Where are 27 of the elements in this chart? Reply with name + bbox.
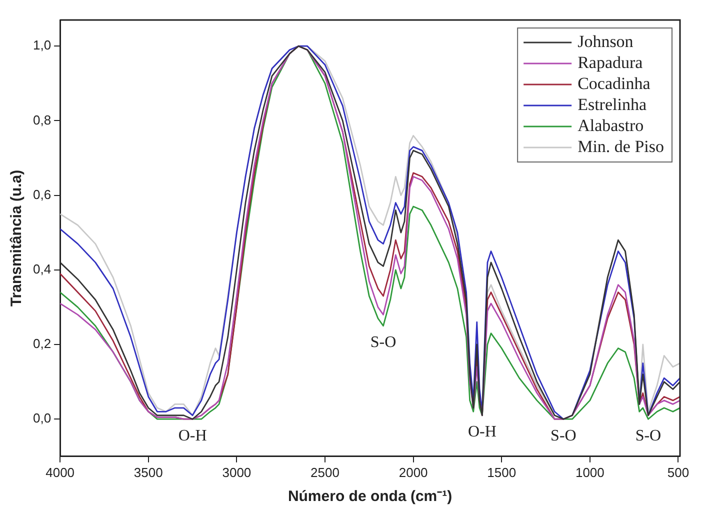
annotation: O-H <box>178 427 208 444</box>
y-tick-label: 0,8 <box>32 112 52 128</box>
y-tick-label: 0,4 <box>32 261 52 276</box>
x-tick-label: 2500 <box>310 464 340 480</box>
legend-label: Alabastro <box>578 116 644 135</box>
x-tick-label: 1500 <box>487 464 516 480</box>
x-tick-label: 2000 <box>398 464 428 480</box>
y-tick-label: 1,0 <box>32 38 52 53</box>
x-tick-label: 3000 <box>222 464 252 480</box>
annotation: S-O <box>370 334 396 352</box>
annotation: O-H <box>468 424 497 441</box>
annotation: S-O <box>550 427 576 444</box>
legend-label: Rapadura <box>578 52 644 72</box>
x-tick-label: 1000 <box>575 464 604 480</box>
x-tick-label: 500 <box>667 464 690 480</box>
legend-label: Estrelinha <box>578 94 647 114</box>
x-axis-title: Número de onda (cm⁻¹) <box>288 488 452 506</box>
x-tick-label: 3500 <box>134 464 163 480</box>
legend-label: Cocadinha <box>578 74 651 93</box>
y-tick-label: 0,2 <box>32 336 52 352</box>
legend-label: Min. de Piso <box>578 136 664 156</box>
x-tick-label: 4000 <box>46 464 75 480</box>
annotation: S-O <box>635 427 662 444</box>
y-tick-label: 0,6 <box>32 186 52 202</box>
y-tick-label: 0,0 <box>32 410 52 426</box>
legend-label: Johnson <box>578 32 634 51</box>
y-axis-title: Transmitância (u.a) <box>8 170 26 307</box>
